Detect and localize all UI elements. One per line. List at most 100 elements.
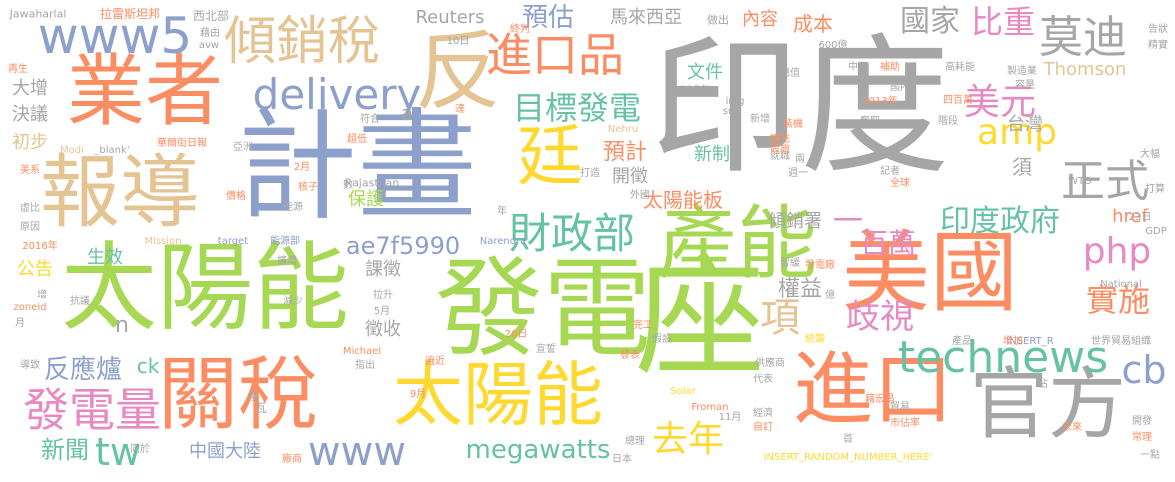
word-cb: cb [1121,348,1167,392]
word-ck: ck [136,354,160,378]
small-word: 美系 [20,165,40,176]
small-word: 廠商 [282,454,302,465]
small-word: 代表 [753,374,773,385]
small-word: Mission [144,236,182,247]
word-malaysia: 馬來西亞 [610,7,682,28]
small-word: 5月 [373,306,391,317]
small-word: 虛比 [20,203,40,214]
small-word: 日本 [612,454,632,465]
word-implement: 實施 [1085,281,1151,319]
small-word: Solar [670,386,696,397]
word-power-generation: 發電 [434,247,652,372]
small-word: src [722,106,738,117]
small-word: 2013年 [862,96,898,107]
small-word: 瓦 [254,401,268,415]
small-word: 市佔率 [890,418,920,429]
small-word: 大幅 [1140,149,1160,160]
small-word: 數 [343,180,353,191]
word-content: 內容 [742,9,778,30]
word-solar-large: 太陽能 [61,232,349,344]
small-word: 藉由 [200,28,220,39]
word-ting: 廷 [517,118,583,195]
word-last-year: 去年 [651,419,725,460]
small-word: 西北部 [192,9,230,23]
small-word: Froman [691,402,729,413]
word-taiwan: 台灣 [1007,114,1043,135]
small-word: avw [198,40,220,51]
word-href: href [1112,206,1148,227]
word-formal: 正式 [1061,156,1149,207]
small-word: 同於 [130,444,150,455]
small-word: 精實 [1148,40,1168,51]
small-word: 發表 [620,350,640,361]
small-word: 原因 [20,222,40,233]
word-usd: 美元 [963,82,1037,123]
word-n: n [115,313,129,338]
small-word: 10日 [446,36,470,47]
word-expected: 預計 [602,140,648,165]
small-word: 年 [497,206,507,217]
small-word: 發電廠 [805,260,835,271]
small-word: 記者 [880,166,900,177]
small-word: 經濟 [753,408,773,419]
small-word: 拉升 [373,290,393,301]
small-word: 2016年 [22,241,58,252]
small-word: 統籌 [805,334,825,345]
word-a: a [400,101,414,125]
small-word: 告狀 [1148,24,1168,35]
small-word: 新增 [750,114,770,125]
small-word: 26日 [504,329,528,340]
small-word: 亞洲 [233,142,253,153]
word-announcement: 公告 [17,259,53,280]
small-word: 高耗能 [945,62,975,73]
word-megawatts: megawatts [465,435,611,465]
small-word: 能源 [283,202,303,213]
small-word: 四百萬 [943,95,973,106]
small-word: 再生 [8,64,28,75]
small-word: 月 [15,318,25,329]
word-cost: 成本 [793,12,833,36]
small-word: 僅 [248,392,258,403]
word-news: 新聞 [41,436,89,464]
small-word: 產品 [952,336,972,347]
small-word: 超低 [347,134,367,145]
small-word: 兩 [795,154,805,165]
small-word: zoneid [13,302,47,313]
small-word: 23日 [1128,212,1152,223]
small-word: 億 [825,290,835,301]
small-word: 奪取 [860,116,880,127]
word-rights: 權益 [777,277,823,302]
small-word: 2月 [293,162,311,173]
word-thomson: Thomson [1043,59,1127,80]
word-preliminary: 初步 [12,132,48,153]
small-word: 擴增 [277,256,297,267]
small-word: 達 [455,104,465,115]
small-word: 首 [843,434,853,445]
word-impose: 課徵 [365,259,401,280]
word-import-goods: 進口品 [486,28,624,82]
small-word: 遍近 [425,356,445,367]
small-word: 週一 [788,168,808,179]
small-word: 階段 [938,116,958,127]
word-take-effect: 生效 [87,247,123,268]
small-word: 常理 [1132,432,1152,443]
small-word: 供應商 [755,358,785,369]
word-generation-volume: 發電量 [23,383,161,437]
small-word: Michael [342,346,382,357]
word-tariff: 關稅 [158,348,318,441]
small-word: 9月 [409,389,427,400]
word-dumping-bureau: 傾銷署 [768,211,822,232]
small-word: WTO [1068,176,1092,187]
word-www: www [307,429,407,475]
small-word: 2025年 [672,83,712,97]
small-word: target [217,236,249,247]
word-target-generation: 目標發電 [512,89,642,127]
small-word: 全球 [890,178,910,189]
word-share: 比重 [970,3,1036,41]
small-word: Jawaharlal [9,7,67,21]
small-word: 完工 [633,320,653,331]
small-word: 符合 [360,114,380,125]
word-tw: tw [95,430,141,474]
word-resolution: 決議 [12,104,48,125]
